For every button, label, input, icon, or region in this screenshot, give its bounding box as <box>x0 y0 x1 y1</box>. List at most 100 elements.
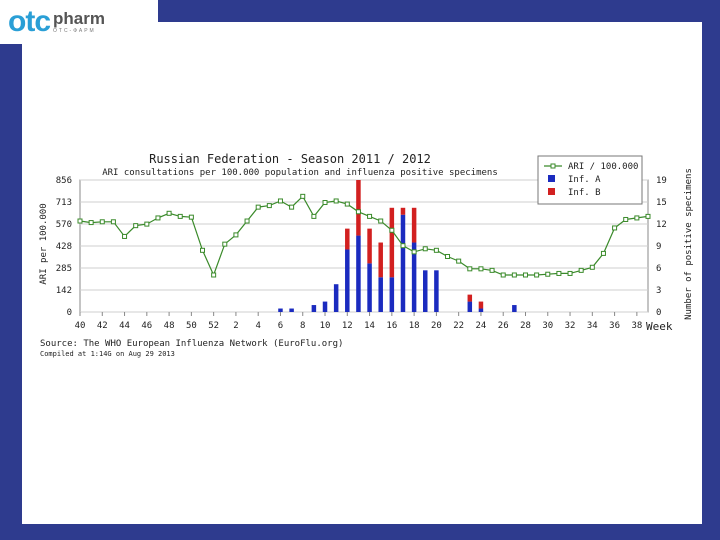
bar-inf-a <box>512 305 517 312</box>
ari-point <box>578 267 584 273</box>
x-tick-label: 36 <box>609 321 620 331</box>
x-tick-label: 8 <box>300 321 305 331</box>
x-axis-label: Week <box>646 320 673 333</box>
source-note: Source: The WHO European Influenza Netwo… <box>40 339 343 349</box>
bar-inf-a <box>400 214 406 312</box>
chart-title: Russian Federation - Season 2011 / 2012 <box>149 152 431 166</box>
x-tick-label: 2 <box>233 321 238 331</box>
frame-top <box>0 0 720 22</box>
legend-swatch-bar <box>548 175 555 182</box>
right-tick-label: 15 <box>656 198 667 208</box>
y-axis-left-label: ARI per 100.000 <box>39 203 49 284</box>
bar-inf-b <box>345 228 350 250</box>
ari-point <box>567 270 573 276</box>
ari-line <box>79 195 649 277</box>
bar-inf-b <box>467 294 473 302</box>
ari-point <box>634 215 640 221</box>
legend-swatch-marker <box>550 163 556 169</box>
ari-point <box>489 267 495 273</box>
left-tick-label: 285 <box>56 264 72 274</box>
x-tick-label: 24 <box>476 321 487 331</box>
x-tick-label: 12 <box>342 321 353 331</box>
frame-bottom <box>0 524 720 540</box>
bar-inf-b <box>400 207 406 215</box>
right-tick-label: 3 <box>656 286 661 296</box>
bar-inf-a <box>289 308 294 312</box>
ari-point <box>456 258 462 264</box>
ari-point <box>233 232 239 238</box>
x-tick-label: 16 <box>386 321 397 331</box>
chart-subtitle: ARI consultations per 100.000 population… <box>102 168 498 178</box>
ari-point <box>110 219 116 225</box>
ari-point <box>556 270 562 276</box>
right-tick-label: 9 <box>656 242 661 252</box>
ari-point <box>144 221 150 227</box>
logo-tagline: OTC-ФАРМ <box>53 28 96 34</box>
logo-word: pharm <box>53 9 105 28</box>
bar-inf-a <box>278 308 283 312</box>
ari-point <box>200 247 206 253</box>
ari-point <box>612 225 618 231</box>
bar-inf-b <box>411 207 417 243</box>
ari-point <box>77 218 83 224</box>
left-tick-label: 0 <box>67 308 72 318</box>
ari-point <box>289 204 295 210</box>
ari-point <box>522 272 528 278</box>
ari-point <box>311 213 317 219</box>
bar-inf-b <box>389 207 395 278</box>
bar-inf-a <box>367 263 372 312</box>
ari-point <box>244 218 250 224</box>
logo-text: pharm OTC-ФАРМ <box>53 10 105 34</box>
ari-point <box>467 266 473 272</box>
x-tick-label: 22 <box>453 321 464 331</box>
bar-inf-a <box>478 308 484 312</box>
ari-point <box>277 198 283 204</box>
x-tick-label: 32 <box>565 321 576 331</box>
ari-point <box>255 204 261 210</box>
ari-point <box>133 223 139 229</box>
left-tick-label: 570 <box>56 220 72 230</box>
left-tick-label: 856 <box>56 176 72 186</box>
ari-point <box>478 266 484 272</box>
right-tick-label: 6 <box>656 264 661 274</box>
bar-inf-a <box>389 277 395 312</box>
bar-inf-a <box>411 242 417 312</box>
x-tick-label: 6 <box>278 321 283 331</box>
ari-point <box>422 246 428 252</box>
bar-inf-a <box>467 301 473 312</box>
x-tick-label: 46 <box>141 321 152 331</box>
ari-point <box>367 213 373 219</box>
ari-point <box>155 215 161 221</box>
logo: otc pharm OTC-ФАРМ <box>8 4 105 40</box>
bar-inf-a <box>356 235 361 312</box>
x-tick-label: 18 <box>409 321 420 331</box>
ari-point <box>88 220 94 226</box>
ari-point <box>623 216 629 222</box>
bar-inf-b <box>367 228 372 264</box>
ari-point <box>322 200 328 206</box>
x-tick-label: 50 <box>186 321 197 331</box>
bar-inf-b <box>478 301 484 309</box>
left-tick-label: 142 <box>56 286 72 296</box>
ari-point <box>122 233 128 239</box>
ari-point <box>445 253 451 259</box>
ari-point <box>589 264 595 270</box>
x-tick-label: 34 <box>587 321 598 331</box>
logo-mark: otc <box>8 5 51 38</box>
left-tick-label: 713 <box>56 198 72 208</box>
ari-point <box>400 243 406 249</box>
x-tick-label: 14 <box>364 321 375 331</box>
ari-point <box>211 272 217 278</box>
ari-point <box>333 198 339 204</box>
ari-point <box>177 213 183 219</box>
bar-inf-a <box>378 277 383 312</box>
legend: ARI / 100.000 Inf. A Inf. B <box>537 155 643 205</box>
ari-point <box>378 218 384 224</box>
ari-point <box>266 203 272 209</box>
right-tick-label: 12 <box>656 220 667 230</box>
ari-point <box>433 247 439 253</box>
ari-point <box>99 219 105 225</box>
ari-point <box>511 272 517 278</box>
